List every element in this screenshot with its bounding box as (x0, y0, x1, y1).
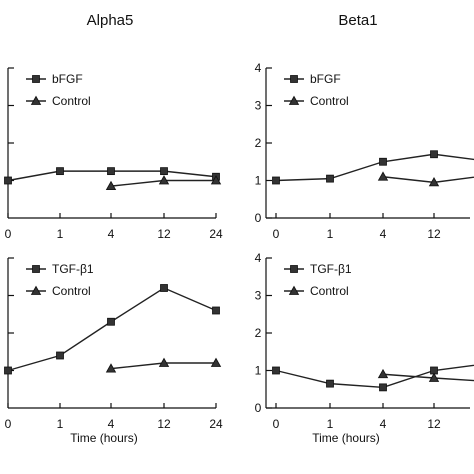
legend-label: TGF-β1 (310, 262, 352, 276)
data-point-triangle (210, 357, 222, 367)
y-tick-label: 2 (255, 326, 262, 340)
data-point-square (4, 176, 12, 185)
x-tick-label: 24 (209, 417, 223, 431)
x-tick-label: 0 (5, 227, 12, 241)
y-tick-label: 2 (255, 136, 262, 150)
legend-label: Control (310, 284, 349, 298)
data-point-square (4, 366, 12, 375)
legend-marker-square (32, 75, 40, 83)
x-tick-label: 4 (108, 227, 115, 241)
data-point-square (379, 157, 387, 166)
data-point-square (107, 167, 115, 176)
legend-label: bFGF (52, 72, 83, 86)
legend-label: Control (52, 94, 91, 108)
legend-entry: TGF-β1 (284, 262, 352, 276)
series-line-treatment (7, 287, 217, 372)
y-tick-label: 3 (255, 289, 262, 303)
legend-entry: Control (284, 284, 349, 298)
data-point-square (430, 150, 438, 159)
legend-marker-square (290, 265, 298, 273)
legend-marker-square (32, 265, 40, 273)
plot-area (272, 150, 474, 187)
legend-marker-square (290, 75, 298, 83)
x-tick-label: 4 (108, 417, 115, 431)
legend-entry: bFGF (26, 72, 83, 86)
data-point-square (56, 167, 64, 176)
data-point-square (56, 351, 64, 360)
y-tick-label: 1 (255, 364, 262, 378)
data-point-square (107, 317, 115, 326)
x-tick-label: 4 (380, 417, 387, 431)
legend-label: TGF-β1 (52, 262, 94, 276)
data-point-triangle (158, 175, 170, 185)
legend-label: Control (52, 284, 91, 298)
plot-area (4, 167, 222, 191)
chart-title: Beta1 (338, 12, 377, 29)
legend-entry: Control (26, 284, 91, 298)
x-tick-label: 1 (327, 417, 334, 431)
x-tick-label: 12 (157, 227, 171, 241)
data-point-square (272, 366, 280, 375)
data-point-square (212, 306, 220, 315)
y-tick-label: 4 (255, 61, 262, 75)
legend-entry: TGF-β1 (26, 262, 94, 276)
data-point-triangle (377, 368, 389, 379)
x-tick-label: 1 (57, 227, 64, 241)
data-point-triangle (158, 357, 170, 367)
y-tick-label: 4 (255, 251, 262, 265)
series-line-control (382, 373, 474, 382)
x-tick-label: 12 (427, 227, 441, 241)
chart-panel-3: 0 1 4 12 24 Time (hours) TGF-β1 Control (4, 257, 223, 445)
data-point-square (160, 167, 168, 176)
legend-label: bFGF (310, 72, 341, 86)
x-tick-label: 0 (5, 417, 12, 431)
x-tick-label: 1 (57, 417, 64, 431)
data-point-triangle (210, 175, 222, 185)
data-point-square (326, 379, 334, 388)
chart-panel-1: Alpha5 0 1 4 12 24 bFGF Control (4, 12, 223, 241)
y-tick-label: 0 (255, 211, 262, 225)
x-axis-label: Time (hours) (312, 431, 380, 445)
data-point-square (272, 176, 280, 185)
data-point-triangle (428, 177, 440, 187)
data-point-triangle (377, 171, 389, 181)
x-axis-label: Time (hours) (70, 431, 138, 445)
series-line-treatment (275, 364, 474, 389)
legend-entry: Control (284, 94, 349, 108)
x-tick-label: 1 (327, 227, 334, 241)
y-tick-label: 0 (255, 401, 262, 415)
legend-marker-triangle (288, 285, 300, 295)
series-line-control (382, 176, 474, 184)
y-tick-label: 3 (255, 99, 262, 113)
legend-marker-triangle (30, 285, 42, 295)
plot-area (272, 364, 474, 392)
legend-marker-triangle (288, 95, 300, 105)
data-point-triangle (105, 363, 117, 373)
legend-entry: bFGF (284, 72, 341, 86)
x-tick-label: 0 (273, 417, 280, 431)
legend-marker-triangle (30, 95, 42, 105)
data-point-square (379, 383, 387, 392)
series-line-treatment (275, 153, 474, 182)
x-tick-label: 0 (273, 227, 280, 241)
legend-entry: Control (26, 94, 91, 108)
data-point-square (160, 284, 168, 292)
data-point-triangle (105, 180, 117, 191)
x-tick-label: 4 (380, 227, 387, 241)
x-tick-label: 24 (209, 227, 223, 241)
x-tick-label: 12 (157, 417, 171, 431)
x-tick-label: 12 (427, 417, 441, 431)
data-point-triangle (428, 372, 440, 382)
legend-label: Control (310, 94, 349, 108)
data-point-square (326, 174, 334, 183)
y-tick-label: 1 (255, 174, 262, 188)
chart-title: Alpha5 (87, 12, 134, 29)
plot-area (4, 284, 222, 375)
